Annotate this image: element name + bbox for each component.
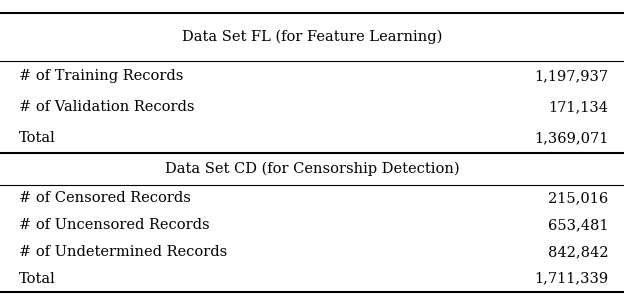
Text: Total: Total (19, 272, 56, 285)
Text: # of Training Records: # of Training Records (19, 69, 183, 83)
Text: 1,369,071: 1,369,071 (534, 131, 608, 145)
Text: # of Censored Records: # of Censored Records (19, 191, 190, 205)
Text: Total: Total (19, 131, 56, 145)
Text: # of Uncensored Records: # of Uncensored Records (19, 218, 209, 232)
Text: Data Set FL (for Feature Learning): Data Set FL (for Feature Learning) (182, 30, 442, 44)
Text: 1,711,339: 1,711,339 (534, 272, 608, 285)
Text: # of Undetermined Records: # of Undetermined Records (19, 245, 227, 259)
Text: # of Validation Records: # of Validation Records (19, 100, 194, 114)
Text: 171,134: 171,134 (548, 100, 608, 114)
Text: 842,842: 842,842 (548, 245, 608, 259)
Text: 1,197,937: 1,197,937 (534, 69, 608, 83)
Text: 653,481: 653,481 (548, 218, 608, 232)
Text: 215,016: 215,016 (548, 191, 608, 205)
Text: Data Set CD (for Censorship Detection): Data Set CD (for Censorship Detection) (165, 162, 459, 176)
